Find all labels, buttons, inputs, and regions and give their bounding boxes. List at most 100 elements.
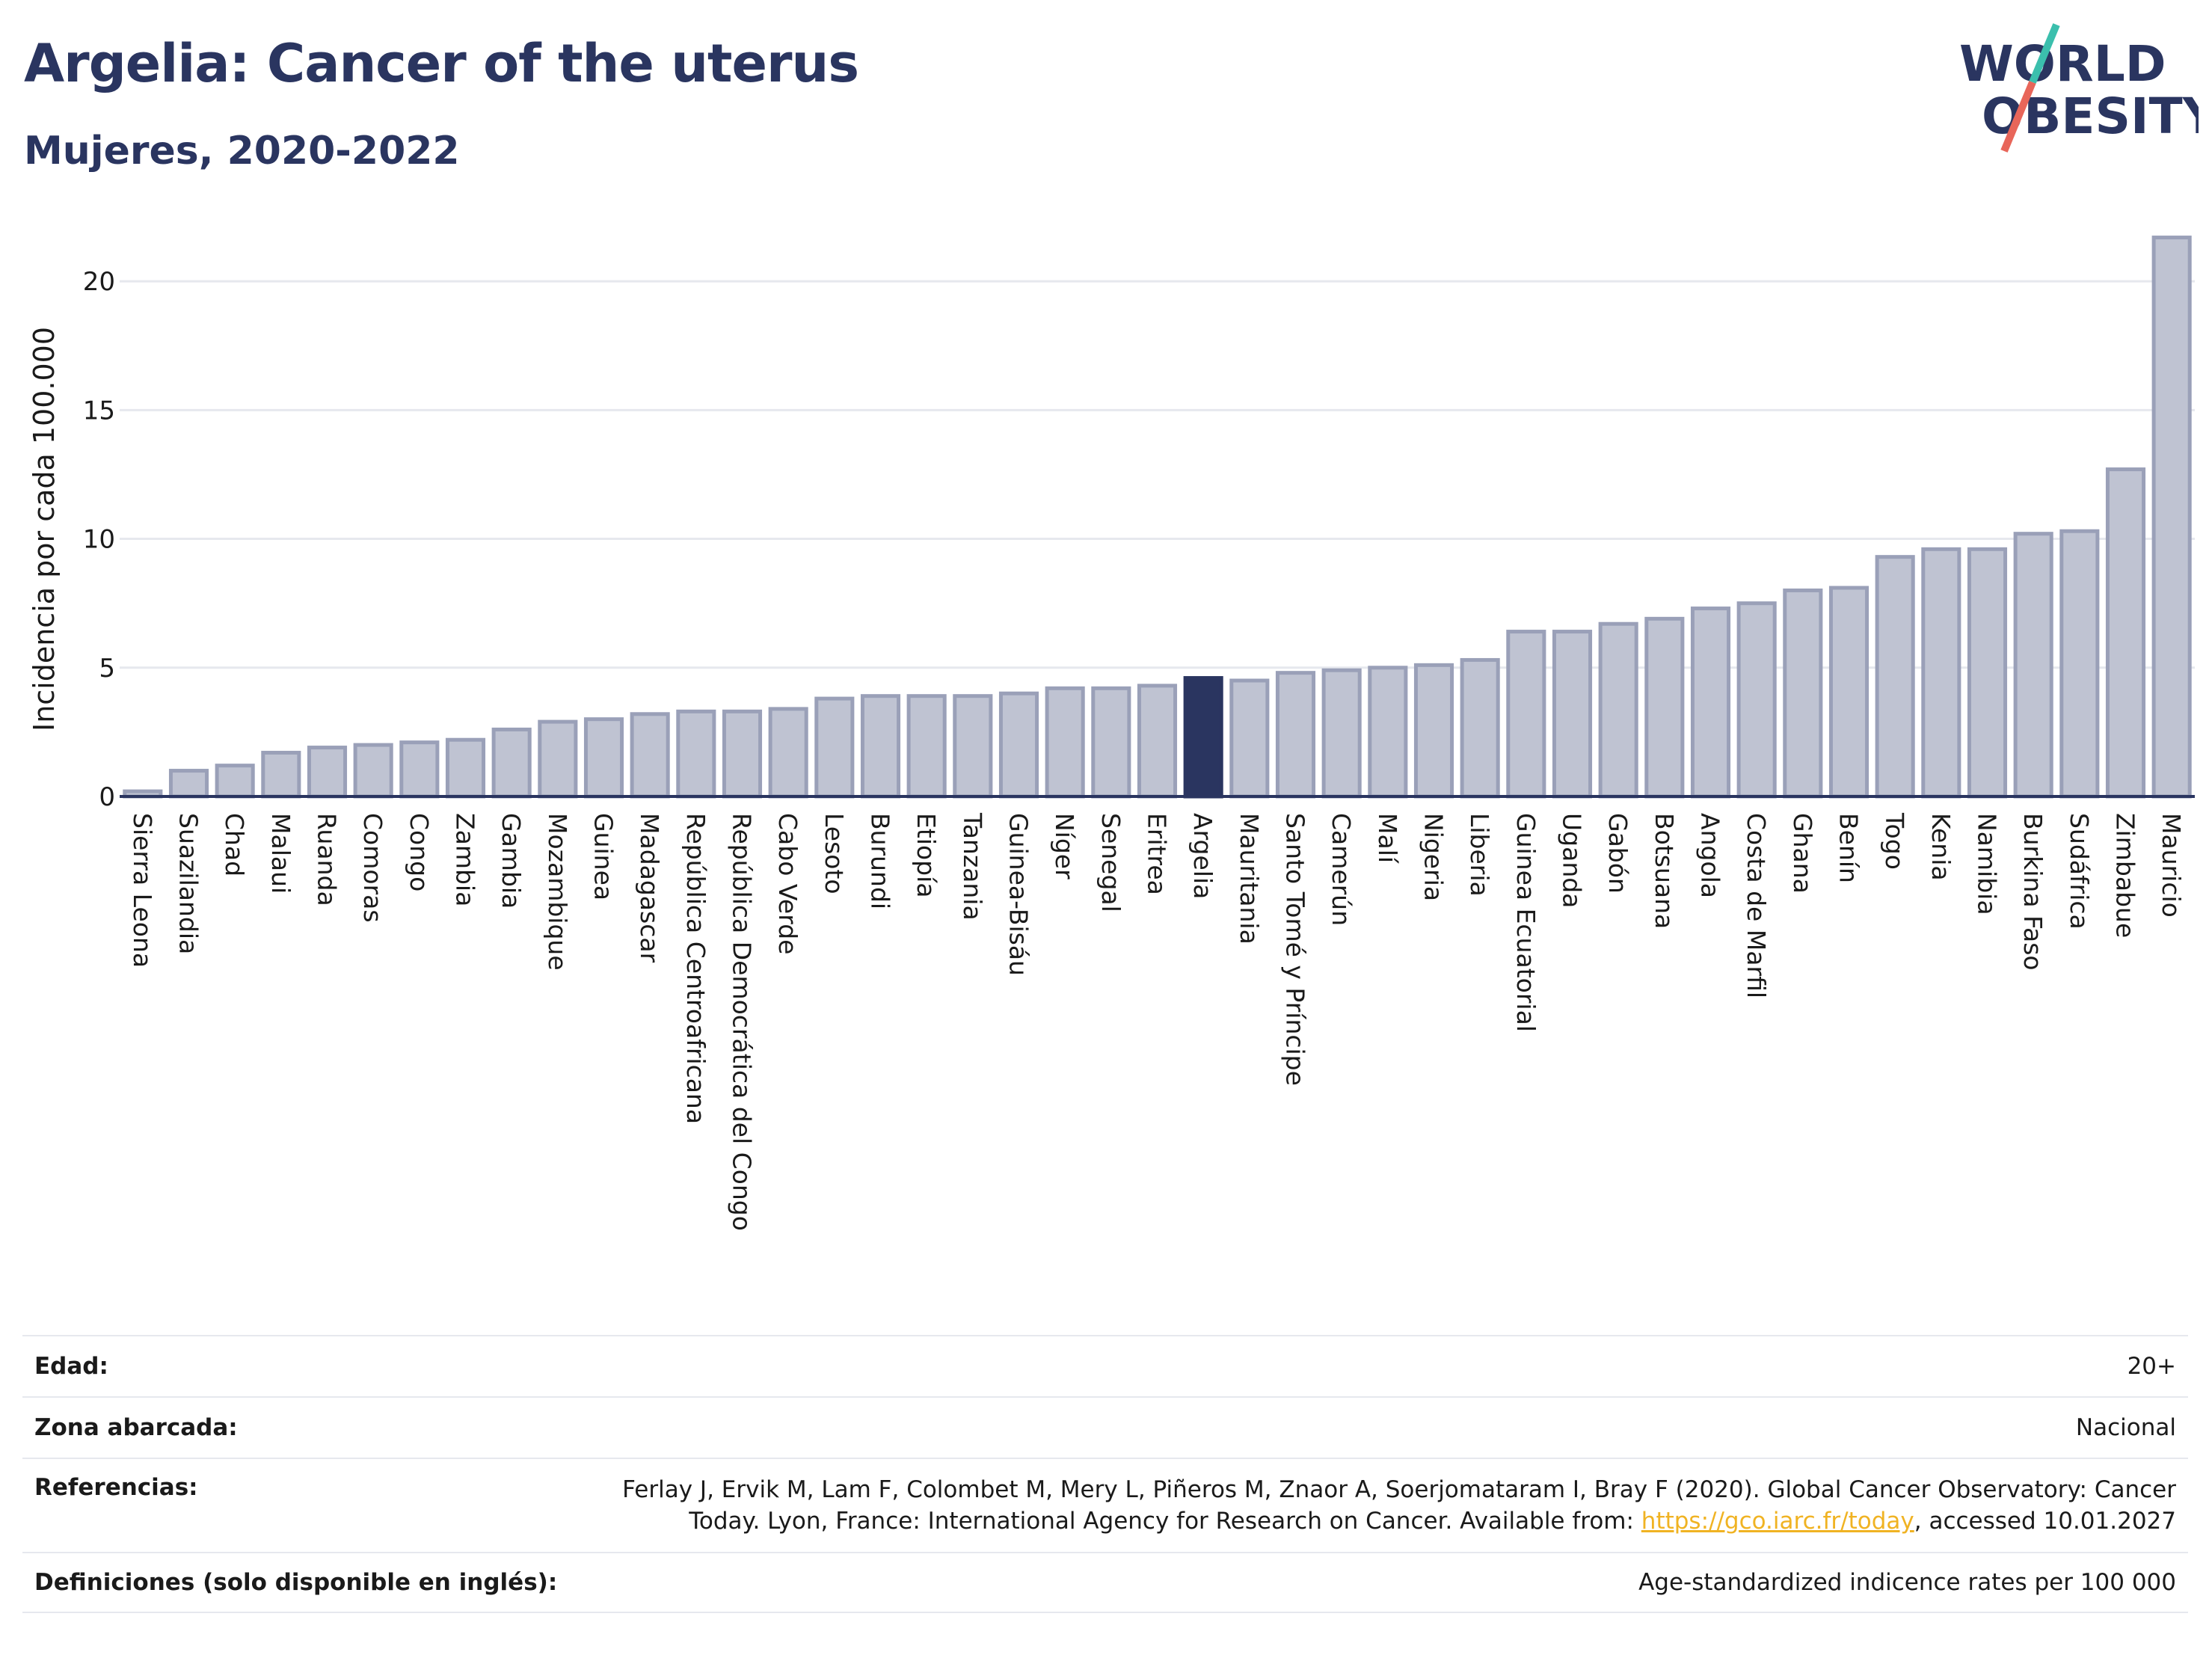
- x-tick-label: Burkina Faso: [2018, 813, 2047, 971]
- info-row-age: Edad: 20+: [22, 1335, 2188, 1396]
- x-tick-label: Etiopía: [912, 813, 941, 898]
- chart-title: Argelia: Cancer of the uterus: [24, 33, 859, 94]
- bar-etiopía: [906, 694, 947, 799]
- x-tick-label: Lesoto: [820, 813, 849, 894]
- references-value: Ferlay J, Ervik M, Lam F, Colombet M, Me…: [622, 1474, 2176, 1537]
- x-tick-label: Kenia: [1926, 813, 1956, 881]
- x-tick-label: Mauritania: [1235, 813, 1264, 945]
- chart-subtitle: Mujeres, 2020-2022: [24, 129, 460, 174]
- x-tick-label: Namibia: [1973, 813, 2002, 915]
- x-tick-label: República Democrática del Congo: [728, 813, 757, 1231]
- x-tick-label: Congo: [405, 813, 434, 891]
- bar-eritrea: [1137, 684, 1178, 799]
- bar-burkina-faso: [2013, 532, 2053, 799]
- bar-lesoto: [814, 696, 855, 799]
- x-tick-label: Comoras: [358, 813, 387, 923]
- bar-comoras: [353, 743, 393, 799]
- x-tick-label: Eritrea: [1143, 813, 1172, 895]
- bar-zimbabue: [2105, 467, 2146, 799]
- info-row-definitions: Definiciones (solo disponible en inglés)…: [22, 1552, 2188, 1613]
- x-tick-label: Mozambique: [543, 813, 572, 971]
- x-tick-label: Botsuana: [1650, 813, 1679, 929]
- age-value: 20+: [2127, 1353, 2176, 1380]
- x-tick-label: Costa de Marfil: [1742, 813, 1771, 998]
- bar-camerún: [1321, 668, 1362, 799]
- bar-gambia: [491, 727, 532, 799]
- x-tick-label: Angola: [1696, 813, 1725, 898]
- x-tick-label: Guinea-Bisáu: [1004, 813, 1033, 976]
- x-tick-label: Zimbabue: [2111, 813, 2140, 938]
- area-value: Nacional: [2075, 1414, 2176, 1441]
- bar-zambia: [445, 737, 486, 799]
- x-tick-label: Gabón: [1603, 813, 1632, 894]
- bars: [123, 236, 2192, 799]
- x-tick-label: Níger: [1050, 813, 1079, 879]
- bar-cabo-verde: [768, 707, 808, 799]
- x-tick-label: Sierra Leona: [128, 813, 157, 968]
- bar-kenia: [1921, 547, 1961, 799]
- x-tick-label: Cabo Verde: [773, 813, 802, 954]
- bar-togo: [1875, 555, 1915, 799]
- x-tick-label: Guinea Ecuatorial: [1511, 813, 1540, 1032]
- x-tick-label: Burundi: [866, 813, 895, 909]
- bar-gabón: [1598, 621, 1638, 799]
- x-tick-label: Zambia: [451, 813, 480, 906]
- bar-burundi: [860, 694, 901, 799]
- age-label: Edad:: [34, 1353, 108, 1380]
- bar-santo-tomé-y-príncipe: [1275, 671, 1316, 799]
- x-tick-label: Argelia: [1188, 813, 1217, 899]
- bar-guinea: [583, 717, 624, 799]
- y-tick-label: 20: [83, 267, 115, 297]
- y-tick-label: 0: [99, 782, 115, 812]
- bar-benín: [1828, 586, 1870, 799]
- x-tick-label: Ruanda: [313, 813, 342, 906]
- x-tick-label: Uganda: [1558, 813, 1587, 908]
- references-line-2-pre: Today. Lyon, France: International Agenc…: [689, 1508, 1641, 1535]
- bar-nigeria: [1413, 663, 1454, 799]
- x-tick-label: Liberia: [1465, 813, 1494, 897]
- x-tick-label: Nigeria: [1419, 813, 1448, 901]
- y-axis-ticks: 0 5 10 15 20: [83, 267, 115, 812]
- bar-tanzania: [953, 694, 993, 799]
- info-table: Edad: 20+ Zona abarcada: Nacional Refere…: [22, 1335, 2188, 1613]
- bar-malaui: [261, 750, 301, 799]
- bar-senegal: [1091, 686, 1131, 799]
- logo-slash-bottom: [2000, 81, 2036, 153]
- x-tick-label: Santo Tomé y Príncipe: [1281, 813, 1310, 1086]
- bar-argelia: [1183, 676, 1223, 799]
- info-row-area: Zona abarcada: Nacional: [22, 1396, 2188, 1458]
- x-tick-label: Senegal: [1096, 813, 1125, 912]
- bar-guinea-bisáu: [998, 691, 1039, 799]
- bar-uganda: [1552, 630, 1593, 799]
- x-tick-label: Malí: [1373, 813, 1402, 865]
- references-link[interactable]: https://gco.iarc.fr/today: [1641, 1508, 1914, 1535]
- references-line-1: Ferlay J, Ervik M, Lam F, Colombet M, Me…: [622, 1476, 2176, 1503]
- bar-república-democrática-del-congo: [722, 709, 763, 799]
- y-tick-label: 15: [83, 396, 115, 426]
- bar-mozambique: [538, 719, 578, 799]
- x-tick-label: Tanzania: [958, 812, 987, 921]
- info-row-references: Referencias: Ferlay J, Ervik M, Lam F, C…: [22, 1458, 2188, 1552]
- x-tick-label: Benín: [1834, 813, 1864, 883]
- x-tick-label: Suazilandia: [174, 813, 203, 954]
- x-tick-label: Guinea: [589, 813, 618, 900]
- x-tick-label: Sudáfrica: [2065, 813, 2094, 930]
- x-tick-label: Madagascar: [635, 813, 664, 963]
- x-tick-label: Togo: [1880, 812, 1909, 870]
- definitions-label: Definiciones (solo disponible en inglés)…: [34, 1569, 558, 1596]
- bar-república-centroafricana: [676, 709, 716, 799]
- y-tick-label: 5: [99, 654, 115, 684]
- bar-mauritania: [1229, 678, 1270, 799]
- world-obesity-logo: WORLD OBESITY: [1959, 23, 2199, 153]
- references-label: Referencias:: [34, 1474, 198, 1501]
- bar-congo: [399, 740, 440, 799]
- bar-níger: [1045, 686, 1085, 799]
- x-tick-label: Malaui: [266, 813, 295, 894]
- bar-madagascar: [630, 712, 670, 799]
- x-tick-label: Camerún: [1327, 813, 1356, 926]
- bar-guinea-ecuatorial: [1506, 630, 1546, 799]
- bar-namibia: [1967, 547, 2008, 799]
- bar-costa-de-marfil: [1736, 601, 1777, 799]
- bar-botsuana: [1644, 616, 1685, 799]
- bar-ghana: [1783, 588, 1823, 799]
